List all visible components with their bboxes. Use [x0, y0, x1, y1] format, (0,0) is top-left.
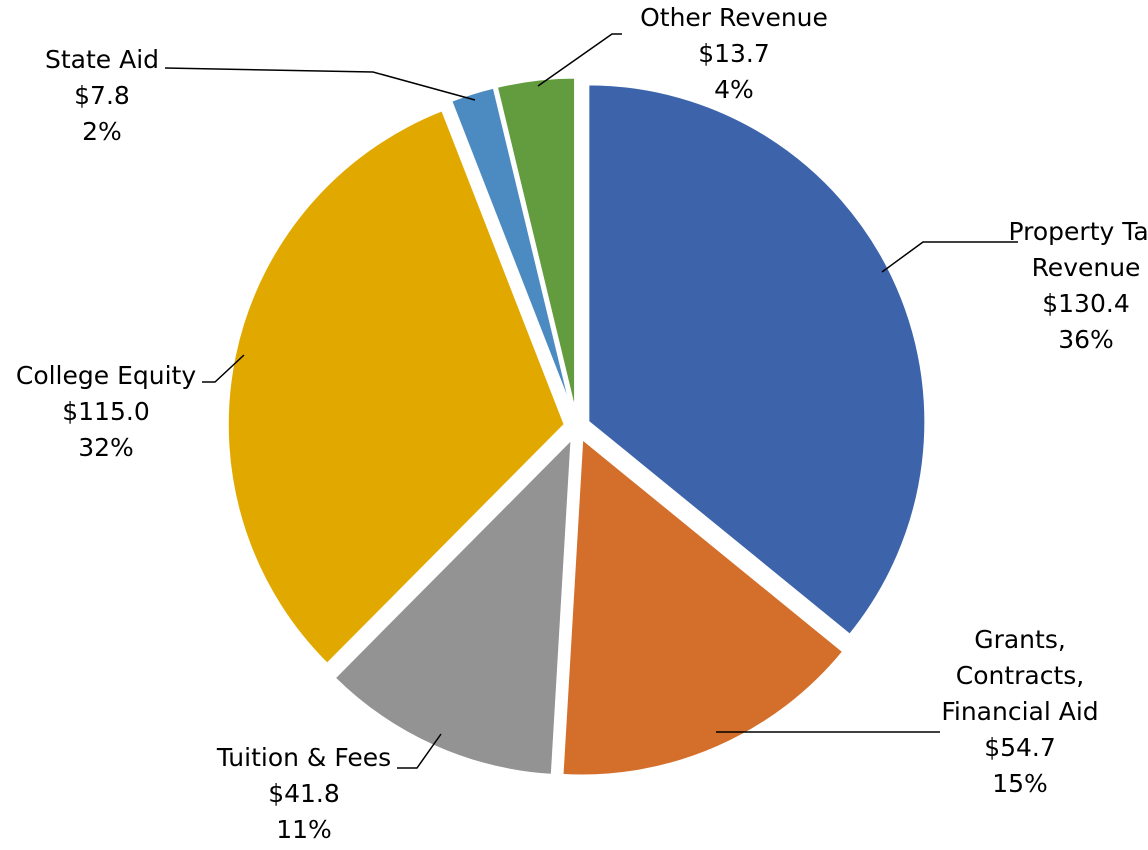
pie-slice-property-tax-revenue [586, 82, 928, 638]
percent-label: 11% [276, 815, 332, 844]
data-label-property-tax-revenue: Property Tax Revenue $130.4 36% [1009, 217, 1148, 354]
value-label: $115.0 [62, 397, 149, 426]
pie-slice-grants-contracts-financial-aid [560, 434, 846, 778]
pie-slice-state-aid [448, 85, 575, 417]
percent-label: 36% [1058, 325, 1114, 354]
leader-line-property-tax-revenue [881, 241, 1018, 273]
percent-label: 15% [992, 769, 1048, 798]
percent-label: 32% [78, 433, 134, 462]
labels-layer: Property Tax Revenue $130.4 36% Grants, Contr… [16, 3, 1148, 844]
label-line-2: Revenue [1032, 253, 1141, 282]
value-label: $130.4 [1042, 289, 1129, 318]
label-line-2: Contracts, [956, 661, 1085, 690]
label-line-1: State Aid [45, 45, 159, 74]
label-line-1: Tuition & Fees [216, 743, 391, 772]
slices-layer [225, 75, 928, 778]
label-line-1: Property Tax [1009, 217, 1148, 246]
leader-line-college-equity [202, 354, 245, 383]
value-label: $41.8 [268, 779, 340, 808]
pie-slice-college-equity [225, 107, 568, 667]
label-line-1: Grants, [974, 625, 1066, 654]
data-label-grants-contracts-financial-aid: Grants, Contracts, Financial Aid $54.7 15% [941, 625, 1098, 798]
value-label: $13.7 [698, 39, 770, 68]
value-label: $54.7 [984, 733, 1056, 762]
pie-slice-other-revenue [494, 75, 578, 416]
percent-label: 2% [82, 117, 122, 146]
label-line-1: College Equity [16, 361, 196, 390]
pie-slice-tuition-fees [331, 434, 574, 777]
leader-line-other-revenue [537, 33, 622, 87]
data-label-tuition-fees: Tuition & Fees $41.8 11% [216, 743, 391, 844]
leader-lines-layer [164, 33, 1018, 769]
leader-line-state-aid [164, 67, 476, 101]
value-label: $7.8 [74, 81, 130, 110]
percent-label: 4% [714, 75, 754, 104]
label-line-1: Other Revenue [640, 3, 828, 32]
data-label-college-equity: College Equity $115.0 32% [16, 361, 196, 462]
leader-line-tuition-fees [397, 733, 442, 769]
label-line-3: Financial Aid [941, 697, 1098, 726]
data-label-state-aid: State Aid $7.8 2% [45, 45, 159, 146]
data-label-other-revenue: Other Revenue $13.7 4% [640, 3, 828, 104]
